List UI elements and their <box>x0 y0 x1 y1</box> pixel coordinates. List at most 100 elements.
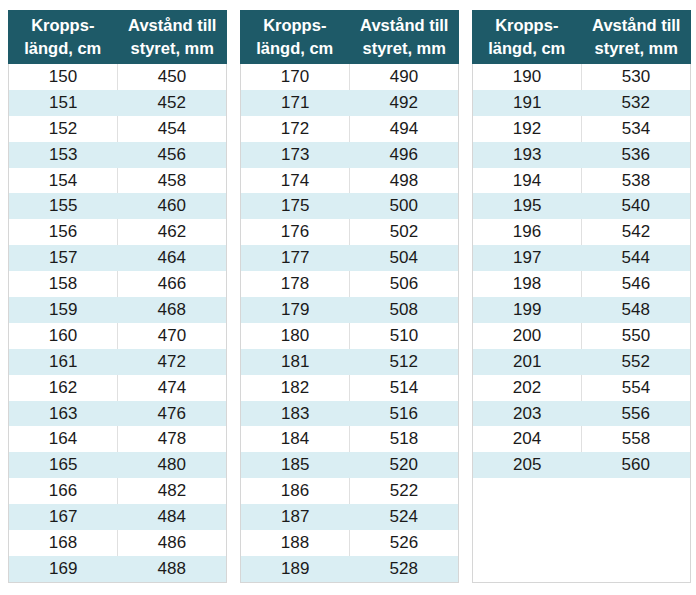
header-line: Kropps- <box>31 14 94 37</box>
table-row: 172494 <box>241 116 458 142</box>
cell-body-length: 169 <box>9 556 118 582</box>
table-row: 155460 <box>9 193 226 219</box>
cell-handlebar-distance: 504 <box>350 245 459 271</box>
table-row: 174498 <box>241 168 458 194</box>
cell-handlebar-distance: 532 <box>582 90 691 116</box>
cell-body-length: 161 <box>9 349 118 375</box>
cell-body-length: 192 <box>473 116 582 142</box>
cell-body-length: 170 <box>241 64 350 90</box>
cell-body-length: 172 <box>241 116 350 142</box>
table-row: 157464 <box>9 245 226 271</box>
table-row: 191532 <box>473 90 690 116</box>
cell-handlebar-distance: 488 <box>118 556 227 582</box>
table-row: 185520 <box>241 452 458 478</box>
cell-handlebar-distance: 558 <box>582 426 690 452</box>
cell-body-length: 159 <box>9 297 118 323</box>
cell-body-length: 181 <box>241 349 350 375</box>
cell-handlebar-distance: 518 <box>350 426 458 452</box>
cell-handlebar-distance: 560 <box>582 452 691 478</box>
cell-handlebar-distance: 520 <box>350 452 459 478</box>
table-row: 160470 <box>9 323 226 349</box>
cell-body-length: 195 <box>473 193 582 219</box>
header-line: Avstånd till <box>360 14 448 37</box>
cell-handlebar-distance: 508 <box>350 297 459 323</box>
cell-body-length: 150 <box>9 64 118 90</box>
table-row: 166482 <box>9 478 226 504</box>
cell-body-length: 180 <box>241 323 350 349</box>
table-row: 150450 <box>9 64 226 90</box>
table-header: Kropps- längd, cm Avstånd till styret, m… <box>240 10 459 64</box>
table-body: 1905301915321925341935361945381955401965… <box>473 64 690 582</box>
cell-body-length: 165 <box>9 452 118 478</box>
header-handlebar-distance: Avstånd till styret, mm <box>118 10 228 64</box>
table-row: 173496 <box>241 142 458 168</box>
cell-handlebar-distance: 458 <box>118 168 226 194</box>
size-chart-page: Kropps- längd, cm Avstånd till styret, m… <box>0 0 696 583</box>
table-row: 151452 <box>9 90 226 116</box>
header-line: längd, cm <box>256 37 333 60</box>
cell-handlebar-distance: 514 <box>350 375 458 401</box>
table-row: 186522 <box>241 478 458 504</box>
table-row: 184518 <box>241 426 458 452</box>
table-body: 1504501514521524541534561544581554601564… <box>9 64 226 582</box>
cell-body-length: 167 <box>9 504 118 530</box>
cell-body-length: 203 <box>473 401 582 427</box>
table-row: 181512 <box>241 349 458 375</box>
cell-handlebar-distance: 536 <box>582 142 691 168</box>
table-row: 187524 <box>241 504 458 530</box>
cell-body-length: 188 <box>241 530 350 556</box>
cell-body-length: 154 <box>9 168 118 194</box>
cell-body-length: 173 <box>241 142 350 168</box>
cell-body-length: 178 <box>241 271 350 297</box>
cell-body-length: 186 <box>241 478 350 504</box>
cell-body-length: 151 <box>9 90 118 116</box>
header-body-length: Kropps- längd, cm <box>472 10 582 64</box>
table-row: 159468 <box>9 297 226 323</box>
cell-handlebar-distance: 556 <box>582 401 691 427</box>
table-row: 170490 <box>241 64 458 90</box>
cell-body-length: 158 <box>9 271 118 297</box>
table-row: 180510 <box>241 323 458 349</box>
size-table-150-169: Kropps- längd, cm Avstånd till styret, m… <box>8 10 227 583</box>
table-row: 167484 <box>9 504 226 530</box>
cell-handlebar-distance: 554 <box>582 375 690 401</box>
cell-handlebar-distance: 480 <box>118 452 227 478</box>
table-row: 154458 <box>9 168 226 194</box>
table-row: 190530 <box>473 64 690 90</box>
header-line: längd, cm <box>24 37 101 60</box>
table-row: 193536 <box>473 142 690 168</box>
cell-body-length: 201 <box>473 349 582 375</box>
cell-handlebar-distance: 450 <box>118 64 226 90</box>
table-row: 201552 <box>473 349 690 375</box>
cell-body-length: 179 <box>241 297 350 323</box>
cell-body-length: 168 <box>9 530 118 556</box>
table-row: 188526 <box>241 530 458 556</box>
header-line: styret, mm <box>363 37 446 60</box>
cell-body-length: 177 <box>241 245 350 271</box>
cell-body-length: 196 <box>473 219 582 245</box>
table-row: 162474 <box>9 375 226 401</box>
cell-body-length: 157 <box>9 245 118 271</box>
cell-handlebar-distance: 528 <box>350 556 459 582</box>
table-row: 199548 <box>473 297 690 323</box>
cell-handlebar-distance: 538 <box>582 168 690 194</box>
table-row: 165480 <box>9 452 226 478</box>
cell-body-length: 174 <box>241 168 350 194</box>
cell-body-length: 156 <box>9 219 118 245</box>
cell-body-length: 164 <box>9 426 118 452</box>
size-table-170-189: Kropps- längd, cm Avstånd till styret, m… <box>240 10 459 583</box>
cell-handlebar-distance: 472 <box>118 349 227 375</box>
table-row: 176502 <box>241 219 458 245</box>
cell-body-length: 190 <box>473 64 582 90</box>
header-line: Avstånd till <box>592 14 680 37</box>
cell-body-length: 189 <box>241 556 350 582</box>
table-row: 163476 <box>9 401 226 427</box>
cell-body-length: 204 <box>473 426 582 452</box>
table-row: 169488 <box>9 556 226 582</box>
table-row: 196542 <box>473 219 690 245</box>
cell-body-length: 171 <box>241 90 350 116</box>
cell-handlebar-distance: 498 <box>350 168 458 194</box>
table-row: 189528 <box>241 556 458 582</box>
header-line: Kropps- <box>495 14 558 37</box>
table-row: 204558 <box>473 426 690 452</box>
